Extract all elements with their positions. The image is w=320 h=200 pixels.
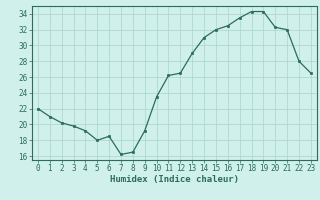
X-axis label: Humidex (Indice chaleur): Humidex (Indice chaleur) xyxy=(110,175,239,184)
